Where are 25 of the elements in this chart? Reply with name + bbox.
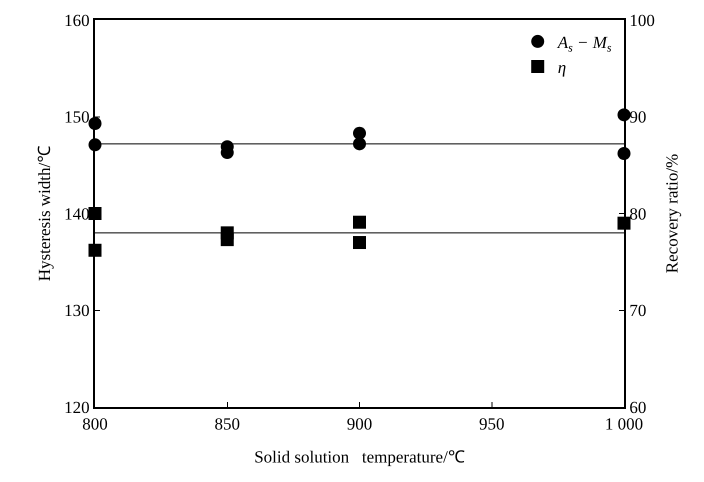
y2-tick-label: 60 bbox=[629, 398, 646, 417]
y-tick-label: 140 bbox=[64, 204, 90, 224]
point bbox=[353, 216, 366, 229]
y2-axis-title: Recovery ratio/% bbox=[662, 154, 682, 274]
x-tick-label: 900 bbox=[346, 414, 372, 434]
point bbox=[353, 126, 366, 140]
x-tick-label: 850 bbox=[214, 414, 240, 434]
point bbox=[220, 233, 234, 246]
y-tick-label: 160 bbox=[64, 10, 90, 30]
y2-tick-label: 80 bbox=[629, 204, 646, 224]
legend-label: η bbox=[558, 58, 566, 78]
y2-tick-label: 90 bbox=[629, 108, 646, 127]
y2-tick-label: 70 bbox=[629, 301, 646, 320]
y-tick-label: 130 bbox=[64, 301, 90, 320]
x-tick-label: 1 000 bbox=[604, 414, 644, 434]
x-tick-label: 800 bbox=[82, 414, 108, 434]
point bbox=[353, 236, 366, 250]
y-tick-label: 120 bbox=[64, 398, 90, 417]
legend-label: A$_{s}$ − M$_{s}$ bbox=[556, 33, 612, 55]
y2-tick-label: 100 bbox=[629, 10, 655, 30]
point bbox=[353, 137, 366, 150]
y-axis-title: Hysteresis width/℃ bbox=[35, 146, 54, 282]
x-tick-label: 950 bbox=[479, 414, 504, 434]
x-axis-title: Solid solution temperature/℃ bbox=[254, 447, 465, 466]
y-tick-label: 150 bbox=[64, 108, 90, 127]
